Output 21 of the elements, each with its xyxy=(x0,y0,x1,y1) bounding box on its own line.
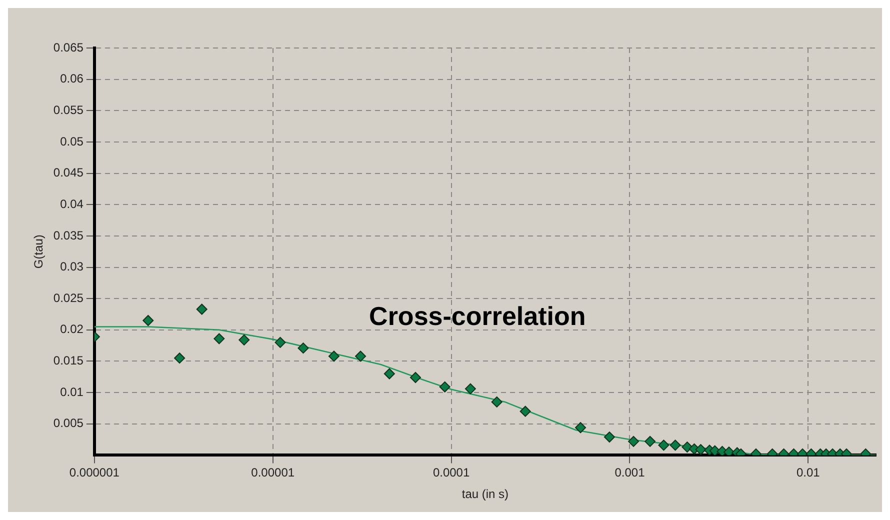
y-tick-label: 0.015 xyxy=(53,354,84,368)
y-tick-label: 0.03 xyxy=(60,260,84,274)
y-tick-label: 0.025 xyxy=(53,290,84,305)
x-tick-label: 0.01 xyxy=(796,466,820,480)
y-tick-label: 0.045 xyxy=(53,166,84,180)
x-axis-title: tau (in s) xyxy=(462,487,509,502)
y-tick-label: 0.06 xyxy=(60,72,84,86)
y-axis-title: G(tau) xyxy=(32,234,46,269)
y-tick-label: 0.035 xyxy=(53,228,84,242)
y-tick-label: 0.05 xyxy=(60,134,84,148)
y-tick-label: 0.04 xyxy=(60,196,84,211)
x-tick-label: 0.000001 xyxy=(69,466,120,480)
y-tick-label: 0.01 xyxy=(60,384,84,399)
annotation: Cross-correlation xyxy=(369,300,586,331)
y-tick-label: 0.02 xyxy=(60,322,84,336)
y-tick-label: 0.005 xyxy=(53,416,84,430)
y-tick-label: 0.055 xyxy=(53,102,84,117)
x-tick-label: 0.001 xyxy=(614,466,646,480)
x-tick-label: 0.00001 xyxy=(251,466,295,480)
y-tick-label: 0.065 xyxy=(53,40,84,54)
x-tick-label: 0.0001 xyxy=(432,466,470,480)
